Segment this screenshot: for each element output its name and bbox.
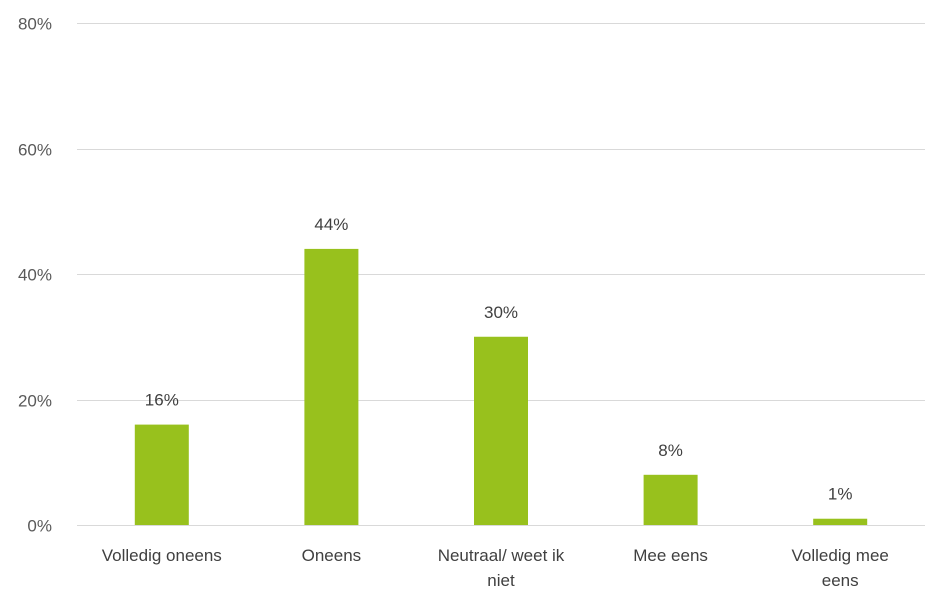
gridlines: [77, 23, 925, 526]
data-label: 1%: [828, 485, 853, 504]
y-axis-ticks: 0% 20% 40% 60% 80%: [18, 15, 52, 536]
category-label: Volledig mee eens: [792, 546, 889, 590]
data-label: 8%: [658, 441, 683, 460]
bar: [134, 424, 189, 525]
bar: [813, 518, 868, 525]
data-label: 30%: [484, 303, 518, 322]
category-label: Neutraal/ weet ik niet: [438, 546, 565, 590]
category-label: Volledig oneens: [102, 546, 222, 565]
bar: [304, 248, 359, 525]
data-label: 44%: [314, 215, 348, 234]
x-axis-categories: Volledig oneens Oneens Neutraal/ weet ik ni…: [102, 546, 889, 590]
y-tick-label: 60%: [18, 141, 52, 160]
category-label: Mee eens: [633, 546, 708, 565]
bar: [474, 336, 528, 525]
y-tick-label: 0%: [27, 517, 52, 536]
category-label: Oneens: [302, 546, 362, 565]
y-tick-label: 20%: [18, 392, 52, 411]
data-labels: 16% 44% 30% 8% 1%: [145, 215, 853, 504]
y-tick-label: 80%: [18, 15, 52, 34]
bar: [643, 474, 698, 525]
bars: [134, 248, 868, 525]
data-label: 16%: [145, 391, 179, 410]
y-tick-label: 40%: [18, 266, 52, 285]
